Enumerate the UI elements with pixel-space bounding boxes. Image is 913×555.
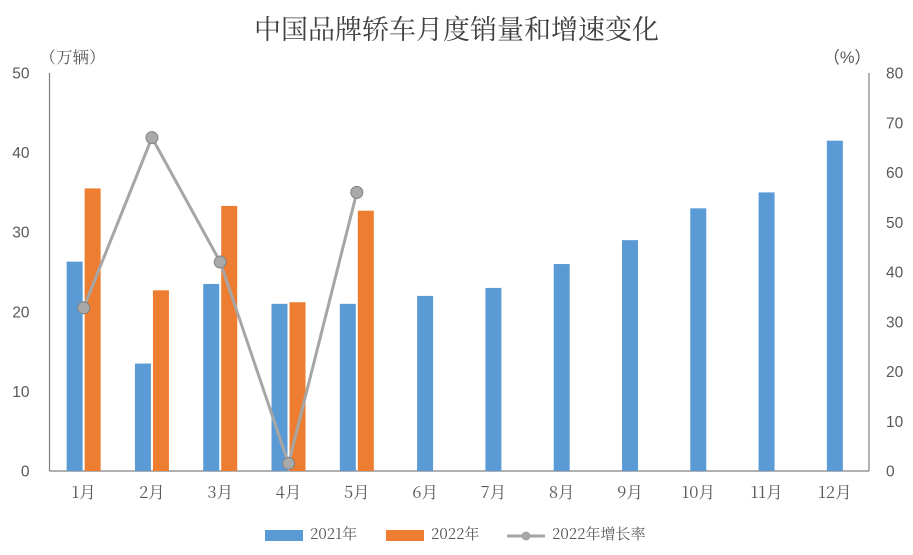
svg-text:（%）: （%） — [823, 48, 871, 67]
svg-text:50: 50 — [886, 215, 904, 232]
svg-text:5月: 5月 — [344, 479, 370, 503]
svg-text:40: 40 — [886, 265, 904, 282]
svg-text:20: 20 — [12, 304, 30, 321]
svg-text:3月: 3月 — [207, 479, 233, 503]
svg-text:10: 10 — [12, 384, 30, 401]
svg-text:2021年: 2021年 — [310, 523, 357, 544]
svg-text:12月: 12月 — [818, 479, 851, 503]
svg-text:30: 30 — [12, 225, 30, 242]
svg-text:4月: 4月 — [276, 479, 302, 503]
svg-text:9月: 9月 — [617, 479, 643, 503]
svg-text:1月: 1月 — [72, 479, 96, 503]
svg-text:80: 80 — [886, 66, 904, 83]
svg-text:40: 40 — [12, 145, 30, 162]
svg-text:6月: 6月 — [412, 479, 438, 503]
svg-text:70: 70 — [886, 115, 904, 132]
svg-text:20: 20 — [886, 364, 904, 381]
svg-text:10: 10 — [886, 414, 904, 431]
svg-text:10月: 10月 — [682, 479, 715, 503]
svg-text:8月: 8月 — [549, 479, 575, 503]
svg-text:11月: 11月 — [751, 479, 783, 503]
svg-text:0: 0 — [886, 464, 895, 481]
svg-text:7月: 7月 — [481, 479, 507, 503]
svg-text:（万辆）: （万辆） — [40, 44, 106, 68]
svg-text:60: 60 — [886, 165, 904, 182]
svg-text:0: 0 — [21, 464, 30, 481]
svg-text:30: 30 — [886, 314, 904, 331]
svg-text:50: 50 — [12, 66, 30, 83]
svg-text:2月: 2月 — [139, 479, 165, 503]
svg-text:2022年增长率: 2022年增长率 — [552, 523, 645, 544]
svg-text:2022年: 2022年 — [431, 523, 479, 544]
